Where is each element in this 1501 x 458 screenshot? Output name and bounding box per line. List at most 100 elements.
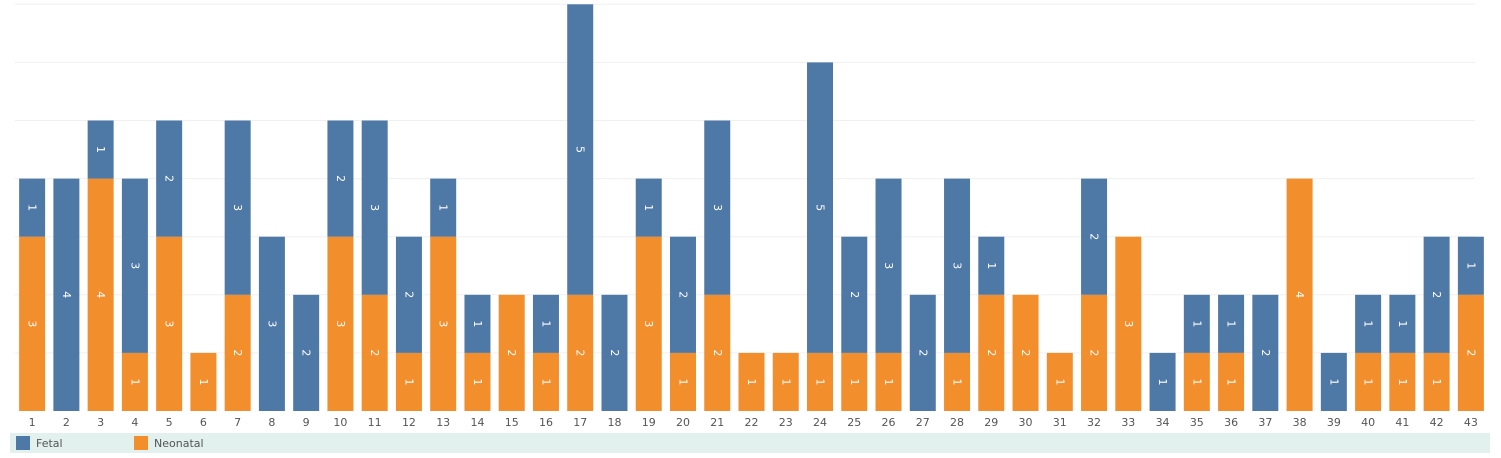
bar-fetal-8 bbox=[258, 236, 285, 411]
data-label-neonatal-32: 2 bbox=[1088, 349, 1101, 356]
data-label-neonatal-24: 1 bbox=[814, 378, 827, 385]
x-tick-label-27: 27 bbox=[916, 416, 930, 429]
data-label-neonatal-14: 1 bbox=[471, 378, 484, 385]
data-label-fetal-35: 1 bbox=[1190, 320, 1203, 327]
data-label-fetal-36: 1 bbox=[1225, 320, 1238, 327]
x-tick-label-8: 8 bbox=[268, 416, 275, 429]
data-label-fetal-3: 1 bbox=[94, 146, 107, 153]
data-label-neonatal-25: 1 bbox=[848, 378, 861, 385]
data-label-neonatal-1: 3 bbox=[26, 320, 39, 327]
bar-fetal-25 bbox=[841, 236, 868, 353]
data-label-neonatal-36: 1 bbox=[1225, 378, 1238, 385]
x-tick-label-36: 36 bbox=[1224, 416, 1238, 429]
bar-neonatal-12 bbox=[395, 352, 422, 411]
bar-neonatal-20 bbox=[669, 352, 696, 411]
bar-neonatal-6 bbox=[190, 352, 217, 411]
bar-neonatal-31 bbox=[1046, 352, 1073, 411]
bar-neonatal-29 bbox=[978, 294, 1005, 411]
bar-neonatal-16 bbox=[532, 352, 559, 411]
data-label-neonatal-30: 2 bbox=[1019, 349, 1032, 356]
x-tick-label-15: 15 bbox=[505, 416, 519, 429]
x-tick-label-23: 23 bbox=[779, 416, 793, 429]
bar-fetal-9 bbox=[293, 294, 320, 411]
data-label-fetal-13: 1 bbox=[437, 204, 450, 211]
data-label-fetal-14: 1 bbox=[471, 320, 484, 327]
x-tick-label-40: 40 bbox=[1361, 416, 1375, 429]
data-label-neonatal-20: 1 bbox=[676, 378, 689, 385]
x-tick-label-25: 25 bbox=[847, 416, 861, 429]
bar-neonatal-42 bbox=[1423, 352, 1450, 411]
bar-neonatal-30 bbox=[1012, 294, 1039, 411]
data-label-fetal-40: 1 bbox=[1362, 320, 1375, 327]
data-label-neonatal-5: 3 bbox=[163, 320, 176, 327]
data-label-neonatal-15: 2 bbox=[505, 349, 518, 356]
data-label-fetal-16: 1 bbox=[539, 320, 552, 327]
data-label-neonatal-35: 1 bbox=[1190, 378, 1203, 385]
bar-fetal-3 bbox=[87, 120, 114, 179]
legend-label-neonatal: Neonatal bbox=[154, 436, 204, 450]
bar-fetal-28 bbox=[944, 178, 971, 353]
bar-fetal-29 bbox=[978, 236, 1005, 295]
data-label-fetal-19: 1 bbox=[642, 204, 655, 211]
x-tick-label-35: 35 bbox=[1190, 416, 1204, 429]
x-tick-label-7: 7 bbox=[234, 416, 241, 429]
data-label-fetal-10: 2 bbox=[334, 175, 347, 182]
x-tick-label-42: 42 bbox=[1430, 416, 1444, 429]
data-label-neonatal-33: 3 bbox=[1122, 320, 1135, 327]
bar-neonatal-7 bbox=[224, 294, 251, 411]
bar-neonatal-5 bbox=[156, 236, 183, 411]
data-label-fetal-25: 2 bbox=[848, 291, 861, 298]
data-label-neonatal-29: 2 bbox=[985, 349, 998, 356]
x-tick-label-6: 6 bbox=[200, 416, 207, 429]
bar-neonatal-26 bbox=[875, 352, 902, 411]
stacked-bar-chart: 3114241313432516237382932102311121231131… bbox=[15, 3, 1484, 429]
x-tick-label-29: 29 bbox=[984, 416, 998, 429]
x-tick-label-12: 12 bbox=[402, 416, 416, 429]
data-label-neonatal-41: 1 bbox=[1396, 378, 1409, 385]
x-tick-label-9: 9 bbox=[303, 416, 310, 429]
data-label-fetal-17: 5 bbox=[574, 146, 587, 153]
data-label-fetal-27: 2 bbox=[916, 349, 929, 356]
data-label-fetal-1: 1 bbox=[26, 204, 39, 211]
data-label-fetal-37: 2 bbox=[1259, 349, 1272, 356]
data-label-fetal-11: 3 bbox=[368, 204, 381, 211]
bar-fetal-36 bbox=[1218, 294, 1245, 353]
data-label-fetal-2: 4 bbox=[60, 291, 73, 298]
x-tick-label-32: 32 bbox=[1087, 416, 1101, 429]
bar-fetal-5 bbox=[156, 120, 183, 237]
data-label-fetal-5: 2 bbox=[163, 175, 176, 182]
bar-fetal-4 bbox=[121, 178, 148, 353]
data-label-fetal-18: 2 bbox=[608, 349, 621, 356]
bar-fetal-18 bbox=[601, 294, 628, 411]
bar-neonatal-19 bbox=[635, 236, 662, 411]
bar-fetal-42 bbox=[1423, 236, 1450, 353]
bar-neonatal-17 bbox=[567, 294, 594, 411]
data-label-neonatal-17: 2 bbox=[574, 349, 587, 356]
data-label-fetal-4: 3 bbox=[128, 262, 141, 269]
x-tick-label-19: 19 bbox=[642, 416, 656, 429]
bar-fetal-11 bbox=[361, 120, 388, 295]
bar-neonatal-28 bbox=[944, 352, 971, 411]
bar-neonatal-33 bbox=[1115, 236, 1142, 411]
legend-swatch-neonatal bbox=[134, 436, 148, 450]
x-tick-label-26: 26 bbox=[882, 416, 896, 429]
data-label-fetal-42: 2 bbox=[1430, 291, 1443, 298]
data-label-neonatal-13: 3 bbox=[437, 320, 450, 327]
data-label-fetal-9: 2 bbox=[300, 349, 313, 356]
data-label-fetal-41: 1 bbox=[1396, 320, 1409, 327]
x-tick-label-1: 1 bbox=[29, 416, 36, 429]
bar-neonatal-35 bbox=[1183, 352, 1210, 411]
x-tick-label-3: 3 bbox=[97, 416, 104, 429]
bar-fetal-10 bbox=[327, 120, 354, 237]
bar-neonatal-32 bbox=[1081, 294, 1108, 411]
x-tick-label-13: 13 bbox=[436, 416, 450, 429]
bar-fetal-7 bbox=[224, 120, 251, 295]
bar-fetal-35 bbox=[1183, 294, 1210, 353]
bar-fetal-21 bbox=[704, 120, 731, 295]
x-tick-label-33: 33 bbox=[1121, 416, 1135, 429]
bar-fetal-43 bbox=[1457, 236, 1484, 295]
bar-neonatal-38 bbox=[1286, 178, 1313, 411]
bar-fetal-26 bbox=[875, 178, 902, 353]
data-label-fetal-24: 5 bbox=[814, 204, 827, 211]
data-label-fetal-8: 3 bbox=[265, 320, 278, 327]
